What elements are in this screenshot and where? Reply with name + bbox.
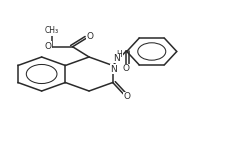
Text: O: O	[124, 92, 131, 102]
Text: CH₃: CH₃	[45, 26, 59, 35]
Text: N: N	[113, 54, 119, 63]
Text: H: H	[116, 50, 122, 59]
Text: O: O	[87, 32, 94, 41]
Text: N: N	[110, 65, 117, 74]
Text: O: O	[122, 64, 129, 73]
Text: O: O	[44, 41, 51, 50]
